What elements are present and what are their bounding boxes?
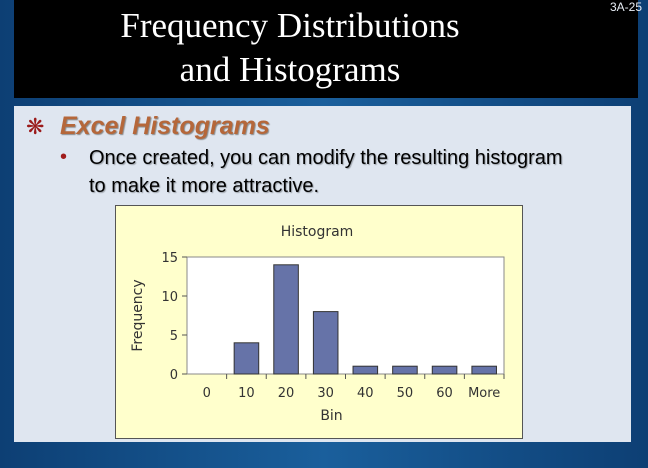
y-tick-label: 5 [170, 329, 178, 344]
y-tick-label: 0 [170, 368, 178, 383]
histogram-svg: Histogram 0 5 10 15 Frequency 0 10 20 30 40 50 60 Mor… [130, 224, 505, 424]
bar-60 [431, 365, 458, 375]
bar-More [471, 365, 497, 375]
title-bar: Frequency Distributions and Histograms [14, 0, 638, 98]
bar-30 [312, 311, 339, 375]
bar-50 [392, 365, 418, 375]
x-tick-label: 30 [317, 386, 334, 401]
y-tick-label: 10 [161, 290, 178, 305]
bar-40 [352, 365, 379, 375]
y-axis-label: Frequency [130, 279, 146, 351]
chart-title: Histogram [281, 224, 354, 240]
sub-bullet-marker: • [60, 146, 68, 168]
x-tick-label: 0 [203, 386, 211, 401]
x-tick-label: More [468, 386, 500, 401]
x-tick-label: 60 [436, 386, 453, 401]
x-tick-label: 10 [238, 386, 255, 401]
x-axis-label: Bin [320, 408, 342, 424]
x-tick-label: 20 [278, 386, 295, 401]
histogram-chart: Histogram 0 5 10 15 Frequency 0 10 20 30 40 50 60 Mor… [115, 205, 523, 439]
slide-number: 3A-25 [609, 0, 642, 14]
x-tick-label: 50 [397, 386, 414, 401]
x-tick-label: 40 [357, 386, 374, 401]
snowflake-bullet-icon: ❋ [26, 114, 45, 139]
slide-title: Frequency Distributions and Histograms [28, 4, 552, 92]
slide-title-line1: Frequency Distributions [120, 6, 460, 45]
bullet-text: Once created, you can modify the resulti… [89, 147, 563, 197]
slide-title-line2: and Histograms [179, 50, 401, 89]
bar-10 [233, 342, 260, 375]
y-tick-label: 15 [161, 251, 178, 266]
section-heading: Excel Histograms [60, 112, 270, 140]
bar-20 [273, 264, 299, 375]
